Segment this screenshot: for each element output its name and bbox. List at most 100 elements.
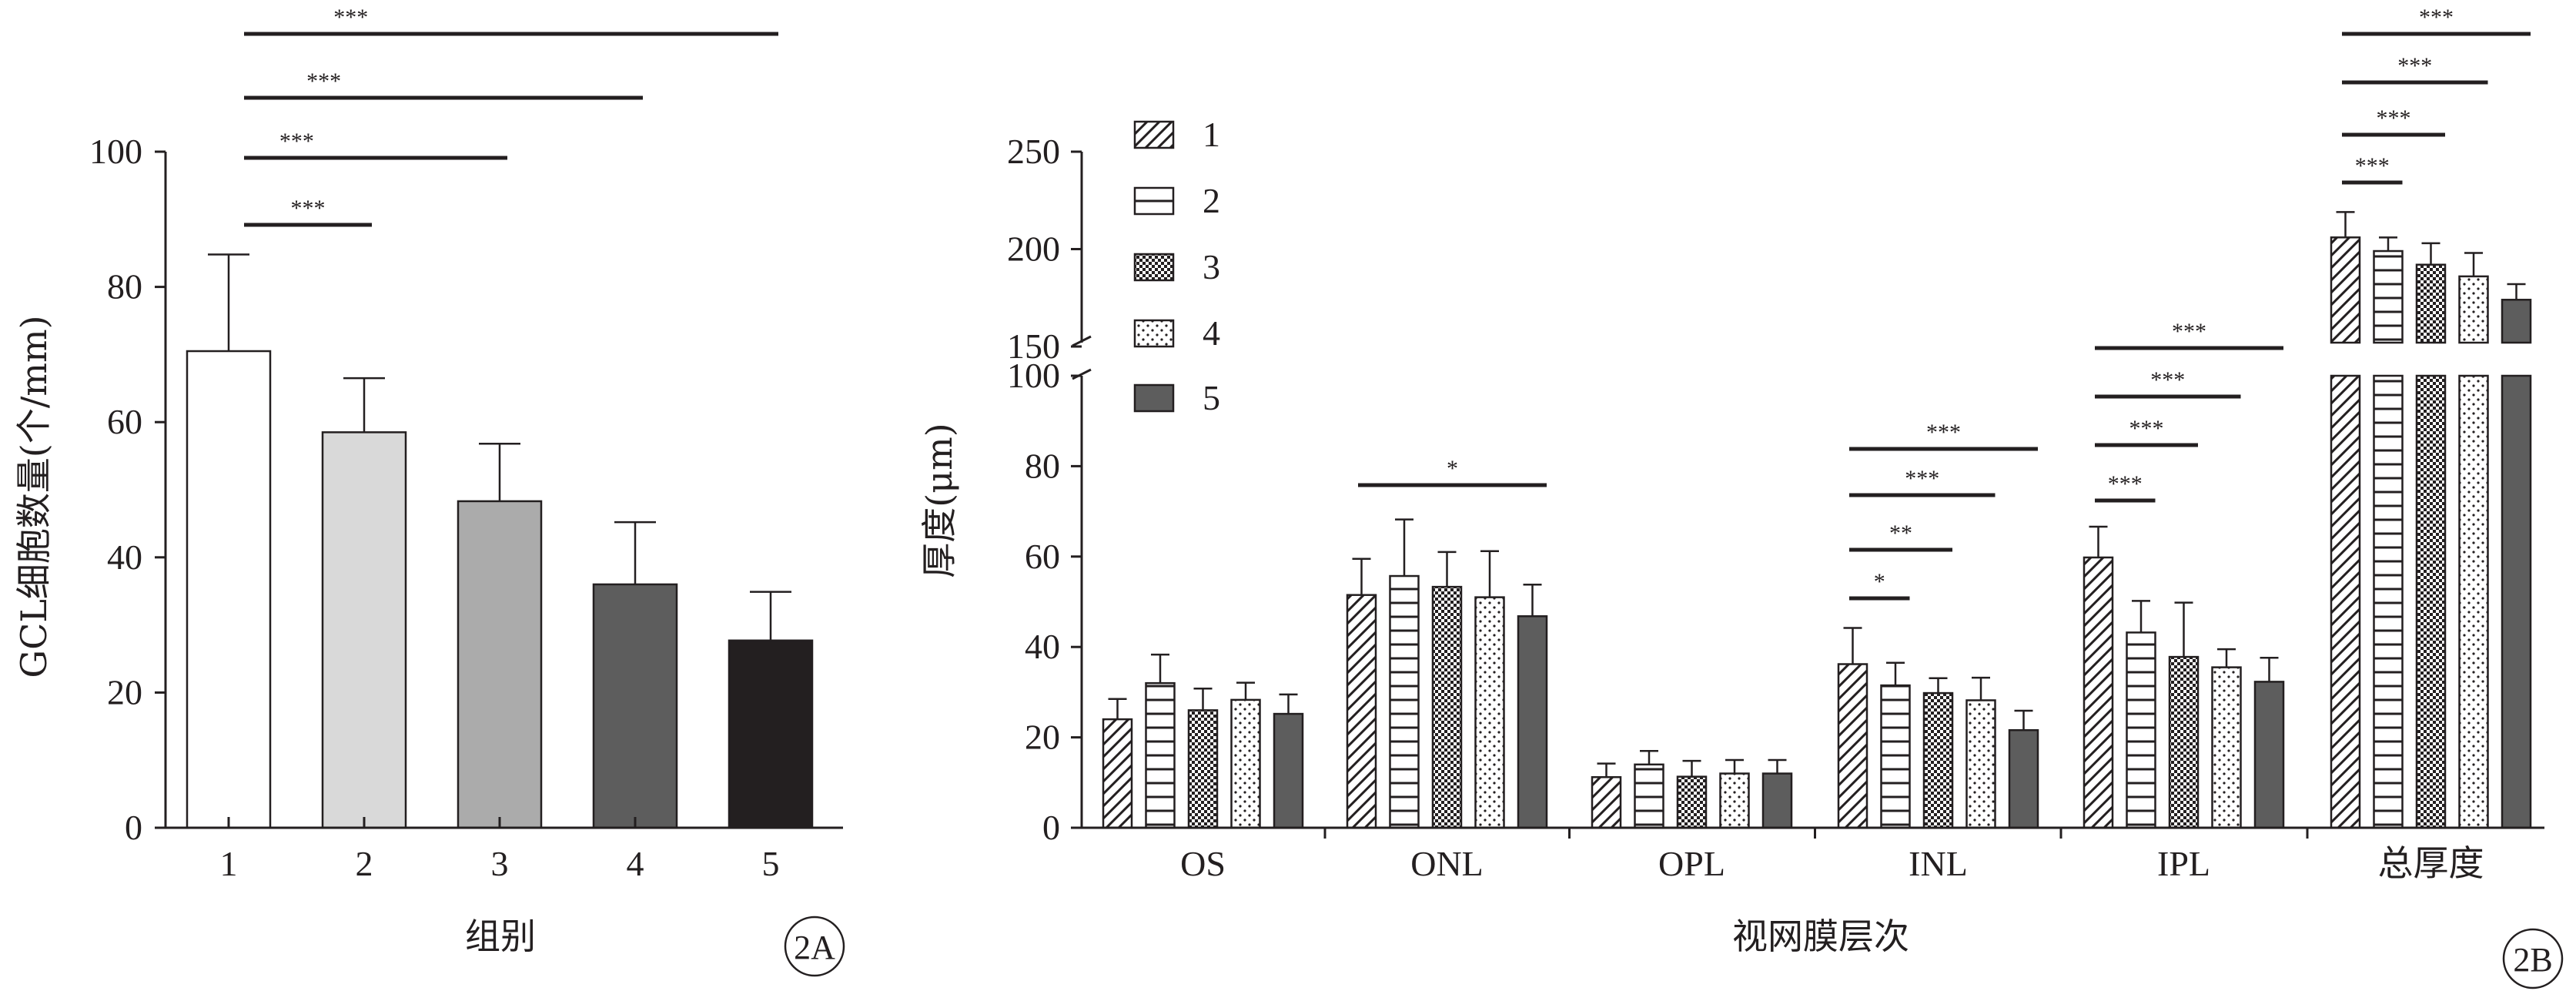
panel-a-axes: 0 20 40 60 80 100 1 2 3 4 5 *** *** *** *** bbox=[89, 5, 843, 883]
bar-ONL-4 bbox=[1474, 596, 1505, 829]
significance-label-总厚度-1-5: *** bbox=[2419, 5, 2454, 30]
significance-label-INL-1-5: *** bbox=[1926, 420, 1961, 445]
bar-1 bbox=[186, 350, 272, 829]
legend-swatch-5 bbox=[1133, 383, 1175, 413]
y-tick-label-100: 100 bbox=[89, 132, 142, 171]
bar-5 bbox=[728, 639, 814, 829]
y-tick-label-0: 0 bbox=[1042, 808, 1060, 847]
x-tick-label-OPL: OPL bbox=[1658, 844, 1725, 883]
bar-OS-3 bbox=[1187, 709, 1219, 829]
significance-label-总厚度-1-4: *** bbox=[2397, 53, 2432, 79]
significance-label-总厚度-1-2: *** bbox=[2355, 153, 2390, 179]
bar-IPL-4 bbox=[2211, 666, 2242, 829]
bar-INL-2 bbox=[1880, 684, 1911, 829]
y-tick-label-100: 100 bbox=[1007, 356, 1060, 395]
significance-label-INL-1-2: * bbox=[1874, 569, 1885, 594]
x-tick-label-OS: OS bbox=[1180, 844, 1226, 883]
bar-总厚度-1-lower bbox=[2330, 374, 2361, 829]
axis-break-gap bbox=[1051, 344, 2560, 374]
y-tick-label-40: 40 bbox=[107, 537, 142, 577]
legend-label-5: 5 bbox=[1203, 378, 1220, 417]
legend-swatch-2 bbox=[1133, 186, 1175, 216]
significance-label-IPL-1-5: *** bbox=[2172, 319, 2206, 344]
legend-swatch-4 bbox=[1133, 319, 1175, 348]
y-tick-label-200: 200 bbox=[1007, 229, 1060, 269]
legend-label-3: 3 bbox=[1203, 247, 1220, 286]
bar-总厚度-3-upper bbox=[2415, 263, 2447, 344]
y-tick-label-80: 80 bbox=[1025, 446, 1060, 485]
significance-label-总厚度-1-3: *** bbox=[2377, 105, 2411, 131]
bar-OPL-3 bbox=[1676, 775, 1708, 829]
y-tick-label-0: 0 bbox=[125, 808, 142, 847]
x-tick-label-5: 5 bbox=[762, 844, 780, 883]
x-tick-label-ONL: ONL bbox=[1410, 844, 1484, 883]
panel-a-x-axis-title: 组别 bbox=[465, 916, 536, 957]
bar-总厚度-5-lower bbox=[2501, 374, 2532, 829]
bar-IPL-3 bbox=[2168, 655, 2200, 829]
panel-a-bars bbox=[186, 253, 814, 829]
x-tick-label-总厚度: 总厚度 bbox=[2378, 844, 2484, 883]
bar-ONL-2 bbox=[1389, 574, 1420, 829]
legend-label-1: 1 bbox=[1203, 115, 1220, 154]
significance-label-ONL-1-5: * bbox=[1447, 456, 1458, 481]
y-tick-label-20: 20 bbox=[1025, 718, 1060, 757]
x-tick-label-2: 2 bbox=[356, 844, 373, 883]
significance-label-IPL-1-3: *** bbox=[2129, 416, 2164, 441]
x-tick-label-1: 1 bbox=[220, 844, 238, 883]
bar-OPL-2 bbox=[1634, 763, 1664, 829]
bar-OPL-5 bbox=[1761, 772, 1793, 829]
y-tick-label-250: 250 bbox=[1007, 132, 1060, 171]
panel-b-y-axis-title: 厚度(μm) bbox=[918, 423, 960, 578]
axis-break-mark-upper bbox=[1072, 335, 1092, 347]
bar-IPL-1 bbox=[2083, 556, 2114, 829]
bar-总厚度-1-upper bbox=[2330, 236, 2361, 344]
x-tick-label-4: 4 bbox=[627, 844, 644, 883]
bar-INL-1 bbox=[1837, 663, 1868, 829]
panel-a-label-text: 2A bbox=[794, 929, 835, 966]
x-tick-label-IPL: IPL bbox=[2157, 844, 2210, 883]
bar-ONL-3 bbox=[1431, 585, 1463, 829]
significance-label-INL-1-4: *** bbox=[1905, 466, 1939, 491]
y-tick-label-150: 150 bbox=[1007, 326, 1060, 366]
legend-label-2: 2 bbox=[1203, 181, 1220, 220]
y-tick-label-20: 20 bbox=[107, 672, 142, 711]
panel-a-y-axis-title: GCL细胞数量(个/mm) bbox=[13, 315, 55, 678]
panel-b-label: 2B bbox=[2502, 928, 2564, 989]
bar-4 bbox=[592, 583, 678, 829]
panel-b-x-axis-title: 视网膜层次 bbox=[1732, 916, 1909, 957]
bar-总厚度-3-lower bbox=[2415, 374, 2447, 829]
significance-label-INL-1-3: ** bbox=[1889, 521, 1912, 546]
legend-label-4: 4 bbox=[1203, 313, 1220, 353]
bar-IPL-2 bbox=[2126, 631, 2156, 829]
legend-swatch-3 bbox=[1133, 253, 1175, 282]
x-tick-label-3: 3 bbox=[491, 844, 509, 883]
y-tick-label-60: 60 bbox=[1025, 537, 1060, 576]
bar-INL-5 bbox=[2008, 728, 2039, 829]
bar-总厚度-4-lower bbox=[2458, 374, 2489, 829]
bar-OPL-1 bbox=[1591, 776, 1622, 829]
bar-ONL-1 bbox=[1346, 594, 1377, 829]
panel-b-label-text: 2B bbox=[2513, 941, 2552, 979]
significance-label-1-3: *** bbox=[279, 129, 314, 154]
bar-OS-4 bbox=[1230, 698, 1261, 829]
significance-label-IPL-1-4: *** bbox=[2150, 367, 2185, 393]
bar-总厚度-2-upper bbox=[2373, 249, 2404, 344]
bar-INL-4 bbox=[1965, 699, 1996, 829]
bar-3 bbox=[457, 500, 543, 829]
panel-b-legend: 1 2 3 4 5 bbox=[1133, 115, 1220, 417]
bar-总厚度-4-upper bbox=[2458, 275, 2489, 344]
axis-break-mark-lower bbox=[1072, 368, 1092, 380]
bar-IPL-5 bbox=[2253, 681, 2285, 829]
panel-b-bars bbox=[1051, 211, 2560, 829]
bar-总厚度-2-lower bbox=[2373, 374, 2404, 829]
legend-swatch-1 bbox=[1133, 120, 1175, 149]
significance-label-IPL-1-2: *** bbox=[2108, 471, 2143, 497]
significance-label-1-2: *** bbox=[291, 196, 326, 221]
bar-INL-3 bbox=[1922, 691, 1954, 829]
bar-OS-1 bbox=[1102, 718, 1133, 829]
significance-label-1-4: *** bbox=[306, 69, 341, 94]
bar-ONL-5 bbox=[1517, 615, 1548, 829]
